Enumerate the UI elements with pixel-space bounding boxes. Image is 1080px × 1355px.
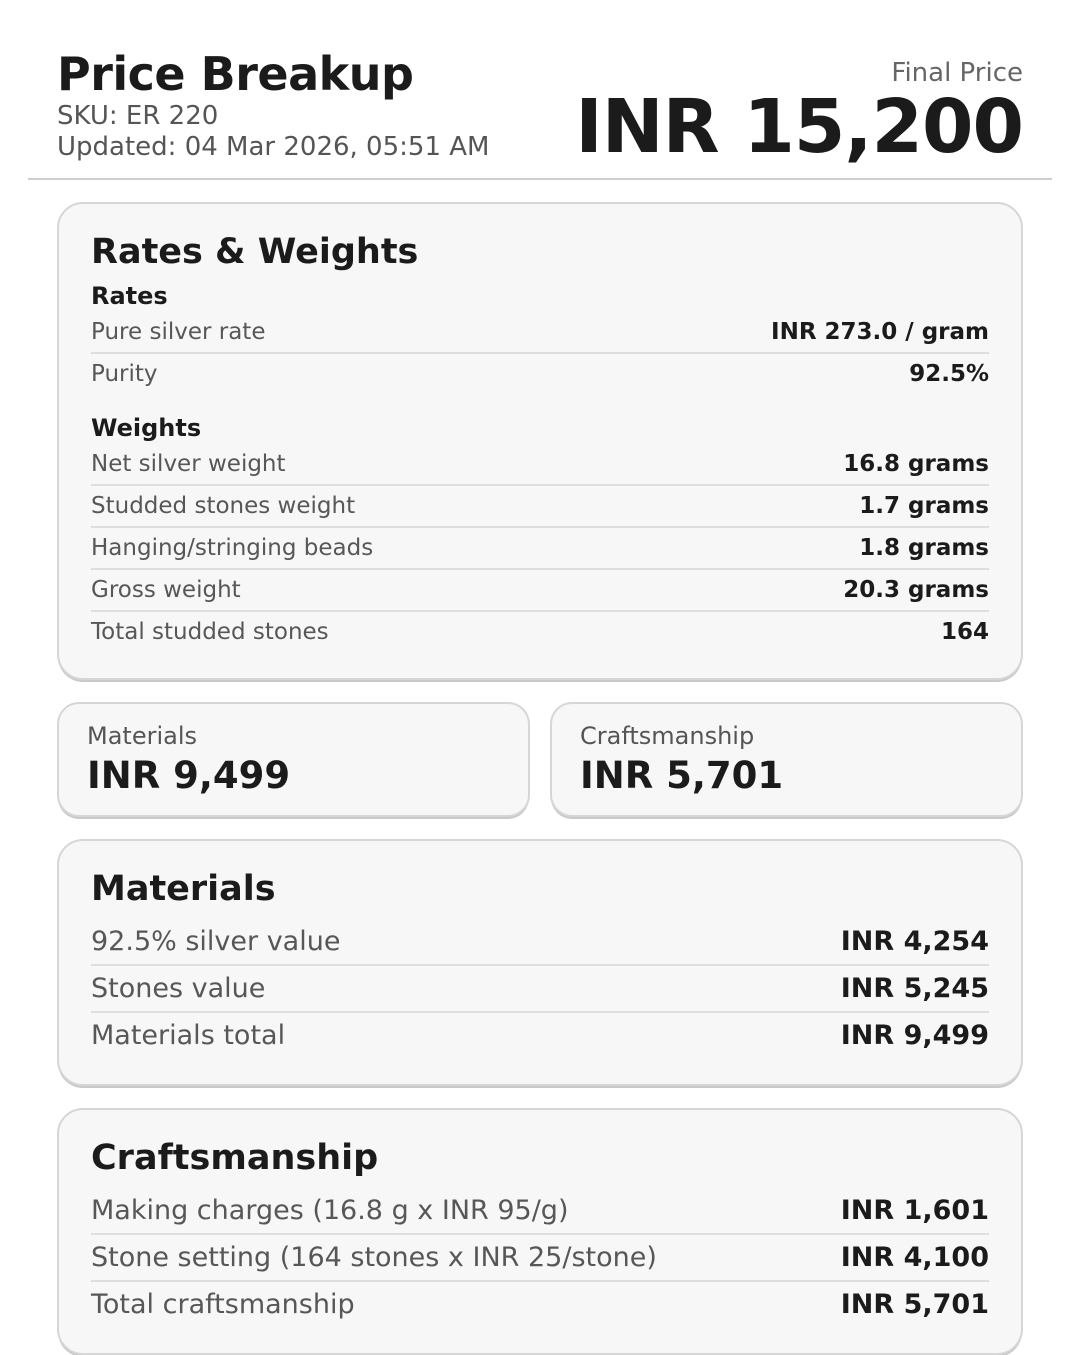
weights-section: Weights Net silver weight 16.8 grams Stu…: [91, 414, 989, 652]
materials-rows: 92.5% silver value INR 4,254 Stones valu…: [91, 919, 989, 1058]
row-value: INR 4,100: [840, 1242, 989, 1273]
row-value: 1.7 grams: [859, 493, 989, 519]
page-header: Price Breakup SKU: ER 220 Updated: 04 Ma…: [57, 48, 1024, 170]
summary-row: Materials INR 9,499 Craftsmanship INR 5,…: [57, 702, 1023, 817]
row-label: Making charges (16.8 g x INR 95/g): [91, 1195, 569, 1226]
row-value: INR 1,601: [840, 1195, 989, 1226]
header-right: Final Price INR 15,200: [489, 48, 1024, 170]
summary-label: Craftsmanship: [580, 722, 755, 750]
row-value: INR 9,499: [840, 1020, 989, 1051]
row-label: 92.5% silver value: [91, 926, 341, 957]
craftsmanship-heading: Craftsmanship: [91, 1138, 379, 1178]
materials-heading: Materials: [91, 869, 276, 909]
summary-value: INR 9,499: [87, 754, 291, 797]
table-row: Materials total INR 9,499: [91, 1013, 989, 1058]
table-row: Net silver weight 16.8 grams: [91, 444, 989, 486]
rates-section: Rates Pure silver rate INR 273.0 / gram …: [91, 282, 989, 394]
header-divider: [28, 178, 1052, 180]
rates-rows: Pure silver rate INR 273.0 / gram Purity…: [91, 312, 989, 394]
rates-weights-card: Rates & Weights Rates Pure silver rate I…: [57, 202, 1023, 680]
row-label: Stone setting (164 stones x INR 25/stone…: [91, 1242, 657, 1273]
materials-summary-card: Materials INR 9,499: [57, 702, 530, 817]
weights-rows: Net silver weight 16.8 grams Studded sto…: [91, 444, 989, 652]
summary-value: INR 5,701: [580, 754, 784, 797]
table-row: 92.5% silver value INR 4,254: [91, 919, 989, 966]
row-label: Net silver weight: [91, 451, 286, 477]
row-value: INR 273.0 / gram: [771, 319, 989, 345]
final-price-value: INR 15,200: [575, 84, 1024, 170]
sku-text: SKU: ER 220: [57, 100, 219, 131]
rates-section-heading: Rates: [91, 282, 168, 310]
row-value: 20.3 grams: [843, 577, 989, 603]
row-label: Total studded stones: [91, 619, 329, 645]
craftsmanship-card: Craftsmanship Making charges (16.8 g x I…: [57, 1108, 1023, 1355]
row-label: Hanging/stringing beads: [91, 535, 374, 561]
row-value: INR 4,254: [840, 926, 989, 957]
page-title: Price Breakup: [57, 47, 414, 101]
row-value: INR 5,701: [840, 1289, 989, 1320]
table-row: Gross weight 20.3 grams: [91, 570, 989, 612]
craftsmanship-rows: Making charges (16.8 g x INR 95/g) INR 1…: [91, 1188, 989, 1327]
rates-weights-heading: Rates & Weights: [91, 232, 419, 272]
row-value: 92.5%: [909, 361, 989, 387]
table-row: Hanging/stringing beads 1.8 grams: [91, 528, 989, 570]
table-row: Studded stones weight 1.7 grams: [91, 486, 989, 528]
row-label: Purity: [91, 361, 158, 387]
table-row: Pure silver rate INR 273.0 / gram: [91, 312, 989, 354]
row-label: Total craftsmanship: [91, 1289, 355, 1320]
row-label: Stones value: [91, 973, 266, 1004]
table-row: Making charges (16.8 g x INR 95/g) INR 1…: [91, 1188, 989, 1235]
table-row: Total studded stones 164: [91, 612, 989, 652]
row-label: Studded stones weight: [91, 493, 356, 519]
row-value: 16.8 grams: [843, 451, 989, 477]
materials-card: Materials 92.5% silver value INR 4,254 S…: [57, 839, 1023, 1086]
table-row: Total craftsmanship INR 5,701: [91, 1282, 989, 1327]
table-row: Stones value INR 5,245: [91, 966, 989, 1013]
header-left: Price Breakup SKU: ER 220 Updated: 04 Ma…: [57, 48, 489, 162]
row-value: 164: [940, 619, 989, 645]
row-label: Materials total: [91, 1020, 286, 1051]
row-label: Pure silver rate: [91, 319, 266, 345]
summary-label: Materials: [87, 722, 198, 750]
craftsmanship-summary-card: Craftsmanship INR 5,701: [550, 702, 1023, 817]
weights-section-heading: Weights: [91, 414, 202, 442]
updated-text: Updated: 04 Mar 2026, 05:51 AM: [57, 131, 490, 162]
row-value: 1.8 grams: [859, 535, 989, 561]
table-row: Purity 92.5%: [91, 354, 989, 394]
final-price-label: Final Price: [891, 58, 1023, 88]
table-row: Stone setting (164 stones x INR 25/stone…: [91, 1235, 989, 1282]
row-label: Gross weight: [91, 577, 241, 603]
row-value: INR 5,245: [840, 973, 989, 1004]
